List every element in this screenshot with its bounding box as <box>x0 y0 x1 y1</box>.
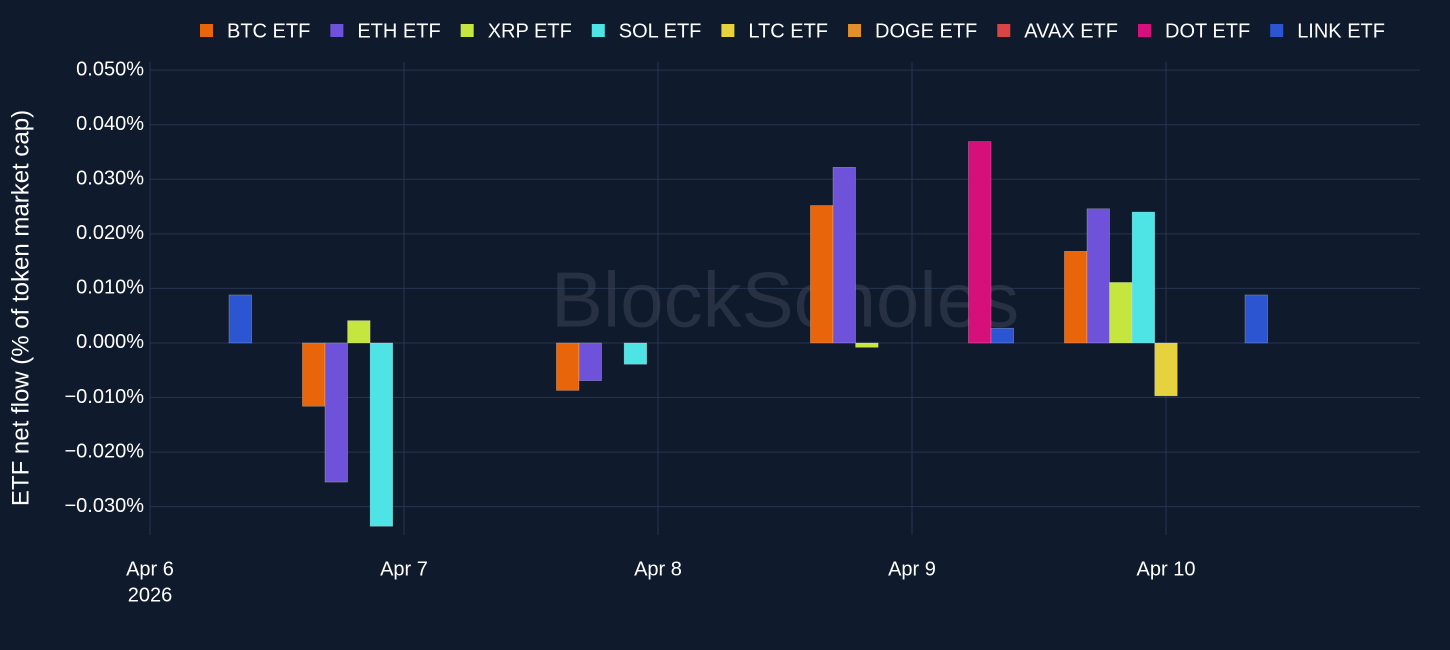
x-tick-label: Apr 7 <box>380 558 428 580</box>
y-tick-label: 0.020% <box>76 222 144 244</box>
bar <box>990 327 1014 344</box>
x-tick-label: Apr 9 <box>888 558 936 580</box>
bar <box>855 342 879 348</box>
bar <box>968 141 992 344</box>
y-tick-label: 0.010% <box>76 277 144 299</box>
legend-label: AVAX ETF <box>1024 20 1118 42</box>
legend-label: LINK ETF <box>1297 20 1385 42</box>
watermark: BlockScholes <box>551 256 1019 344</box>
x-tick-label: Apr 10 <box>1137 558 1196 580</box>
legend-label: ETH ETF <box>357 20 440 42</box>
legend-swatch <box>997 24 1011 37</box>
bar <box>1244 294 1268 344</box>
legend-label: LTC ETF <box>748 20 828 42</box>
legend-swatch <box>200 24 213 37</box>
bar <box>369 342 394 527</box>
bar <box>578 342 602 381</box>
legend-swatch <box>460 24 474 37</box>
legend-swatch <box>591 24 605 37</box>
x-tick-year: 2026 <box>128 584 173 606</box>
y-tick-label: 0.040% <box>76 113 144 135</box>
y-axis-label: ETF net flow (% of token market cap) <box>7 110 34 506</box>
y-tick-label: −0.010% <box>64 386 144 408</box>
bar <box>347 320 371 344</box>
bar <box>1086 208 1110 344</box>
legend-label: DOT ETF <box>1165 20 1250 42</box>
bar <box>832 166 856 344</box>
bar <box>1154 342 1178 397</box>
bar <box>228 294 252 344</box>
y-tick-label: 0.050% <box>76 58 144 80</box>
bar <box>1131 211 1156 344</box>
x-tick-label: Apr 6 <box>126 558 174 580</box>
bar <box>623 342 648 365</box>
legend-swatch <box>848 24 862 37</box>
bar <box>302 342 326 407</box>
legend-label: XRP ETF <box>488 20 572 42</box>
bar <box>810 205 834 344</box>
legend-label: DOGE ETF <box>875 20 977 42</box>
x-tick-label: Apr 8 <box>634 558 682 580</box>
bar <box>1109 282 1133 344</box>
legend-swatch <box>1138 24 1151 37</box>
bar <box>324 342 348 483</box>
bar <box>556 342 580 391</box>
legend-label: BTC ETF <box>227 20 310 42</box>
legend-label: SOL ETF <box>619 20 702 42</box>
y-tick-label: 0.000% <box>76 331 144 353</box>
y-tick-label: −0.030% <box>64 495 144 517</box>
plot-area <box>228 141 1268 527</box>
legend-swatch <box>1270 24 1284 37</box>
legend-swatch <box>330 24 344 37</box>
legend-swatch <box>721 24 735 37</box>
bar <box>1064 251 1088 344</box>
y-tick-label: −0.020% <box>64 440 144 462</box>
y-tick-label: 0.030% <box>76 168 144 190</box>
